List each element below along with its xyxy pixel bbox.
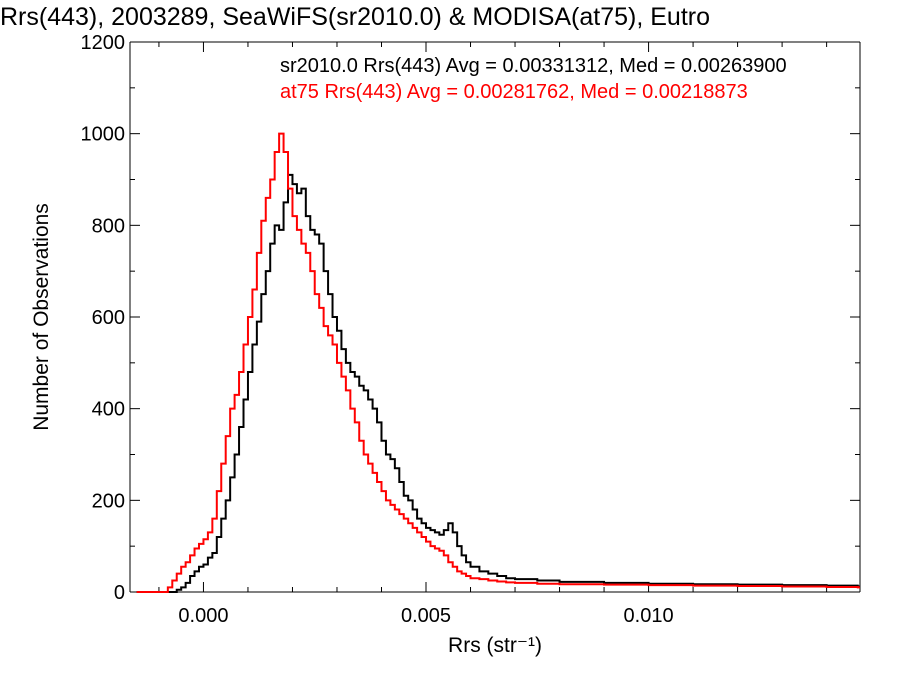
y-tick-label: 0 [114,582,125,604]
chart-title: Rrs(443), 2003289, SeaWiFS(sr2010.0) & M… [0,3,710,31]
y-tick-label: 400 [92,399,125,421]
series-line-red [136,132,860,593]
x-tick-label: 0.000 [178,605,228,627]
x-tick-label: 0.010 [624,605,674,627]
legend-series-black: sr2010.0 Rrs(443) Avg = 0.00331312, Med … [280,55,787,77]
plot-frame [129,41,861,593]
x-tick-label: 0.005 [401,605,451,627]
y-axis-label: Number of Observations [30,203,53,431]
legend-series-red: at75 Rrs(443) Avg = 0.00281762, Med = 0.… [280,81,748,103]
series-layer [136,132,860,593]
tick-marks [130,41,860,593]
tick-labels: 0.000 0.005 0.010 0 200 400 600 800 1000 1200 [81,32,674,627]
y-tick-label: 1200 [81,32,126,54]
y-tick-label: 200 [92,490,125,512]
x-axis-label: Rrs (str⁻¹) [448,634,542,657]
y-tick-label: 1000 [81,124,126,146]
series-line-black [136,173,860,593]
y-tick-label: 600 [92,307,125,329]
y-tick-label: 800 [92,215,125,237]
